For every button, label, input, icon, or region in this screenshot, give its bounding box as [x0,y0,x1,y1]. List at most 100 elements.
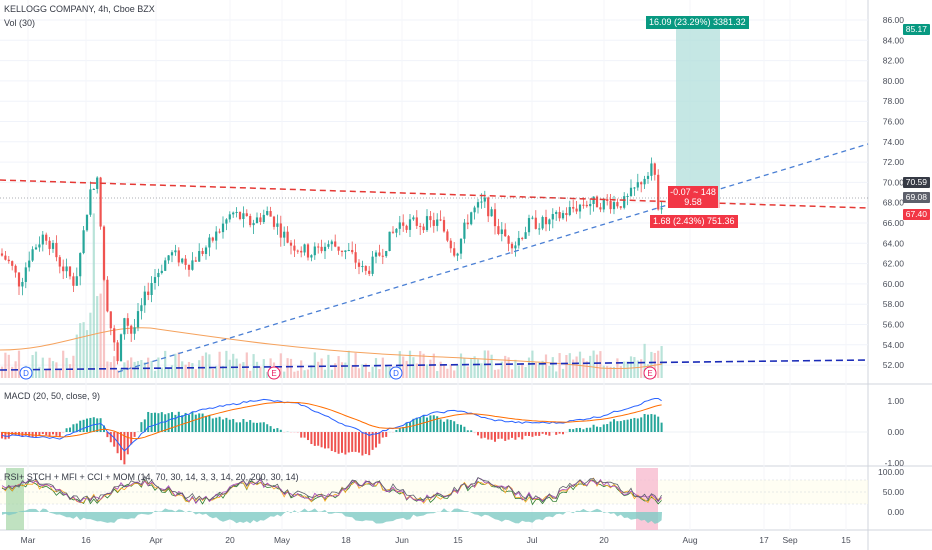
volume-bar [4,352,7,378]
volume-bar [221,365,225,378]
candle-body [432,220,435,226]
target-label[interactable]: 16.09 (23.29%) 3381.32 [646,16,749,29]
candle-body [633,187,636,189]
candle-body [249,216,252,226]
macd-bar [123,432,126,465]
volume-bar [449,364,452,378]
volume-bar [459,353,463,378]
volume-bar [364,363,367,378]
target-zone[interactable] [676,26,720,200]
oscillator-line [1,475,662,503]
macd-bar [330,432,333,451]
price-tag-target: 85.17 [902,24,930,35]
candle-body [48,240,51,249]
stop-label[interactable]: 1.68 (2.43%) 751.36 [650,215,738,228]
macd-bar [650,414,653,432]
volume-bar [385,365,388,378]
volume-bar [521,363,524,378]
candle-body [323,246,327,252]
macd-bar [164,414,167,432]
time-tick: Apr [149,535,162,545]
entry-label[interactable]: -0.07 ~ 148 9.58 [668,186,718,208]
candle-body [38,244,41,248]
macd-bar [181,415,184,432]
candle-body [334,241,337,247]
macd-bar [443,421,445,432]
candle-body [269,211,272,217]
price-axis[interactable]: 86.00 84.00 82.00 80.00 78.00 76.00 74.00 72.00… [878,15,904,517]
macd-bar [473,432,476,434]
candle-body [72,276,75,286]
macd-bar [490,432,493,440]
macd-bar [351,432,354,452]
candle-body [381,255,384,257]
resistance-trendline[interactable] [0,179,869,209]
volume-bar [85,330,89,378]
volume-bar [0,366,4,378]
macd-bar [606,424,609,432]
time-axis[interactable]: Mar 16 Apr 20 May 18 Jun 15 Jul 20 Aug 17 Sep 15 [21,535,851,545]
multi-legend[interactable]: RSI+ STCH + MFI + CCI + MOM (14, 70, 30,… [4,472,299,482]
volume-bar [286,358,289,378]
macd-bar [585,427,588,432]
macd-bar [269,426,272,432]
candle-body [619,206,622,208]
event-marker [267,366,281,380]
candle-body [531,217,534,219]
macd-legend[interactable]: MACD (20, 50, close, 9) [4,391,101,401]
candle-body [402,222,405,226]
macd-bar [188,414,190,432]
macd-bar [436,416,439,432]
macd-bar [167,413,170,432]
support-trendline[interactable] [117,143,869,373]
macd-bar [337,432,340,454]
candle-body [126,318,129,326]
volume-bar [623,361,626,378]
multi-tick: 0.00 [887,507,904,517]
candle-body [395,228,398,233]
candle-body [113,328,116,343]
candle-body [419,225,422,227]
candle-body [650,163,653,176]
candle-body [79,253,82,277]
price-tag-stop: 67.40 [902,209,930,220]
macd-bar [657,416,660,432]
volume-bar [45,370,48,378]
macd-bar [538,432,541,436]
macd-bar [483,432,486,438]
volume-bar [51,361,55,378]
base-trendline[interactable] [0,359,869,371]
volume-bar [527,357,531,378]
volume-bar [99,293,102,378]
price-tick: 84.00 [883,35,905,45]
macd-bar [242,419,245,432]
macd-bar [184,412,187,432]
macd-bar [72,424,75,432]
candle-body [262,214,265,223]
macd-bar [592,424,595,432]
candle-body [476,202,480,208]
symbol-legend[interactable]: KELLOGG COMPANY, 4h, Cboe BZX [4,4,155,14]
volume-bar [439,361,442,378]
candle-body [626,195,629,197]
macd-bar [48,432,51,437]
volume-bar [204,352,208,378]
candle-body [255,217,259,224]
candle-body [68,266,72,277]
time-tick: 17 [759,535,769,545]
macd-bar [341,432,343,453]
volume-bar [245,352,248,378]
volume-legend[interactable]: Vol (30) [4,18,36,28]
macd-bar [470,430,473,432]
volume-bar [405,360,408,378]
candle-body [643,178,646,185]
price-tick: 62.00 [883,259,905,269]
candle-body [405,225,408,230]
candle-body [300,250,303,253]
volume-bar [255,361,259,378]
macd-bar [140,422,143,432]
macd-bar [218,416,221,432]
macd-bar [517,432,520,438]
volume-bar [357,368,361,378]
